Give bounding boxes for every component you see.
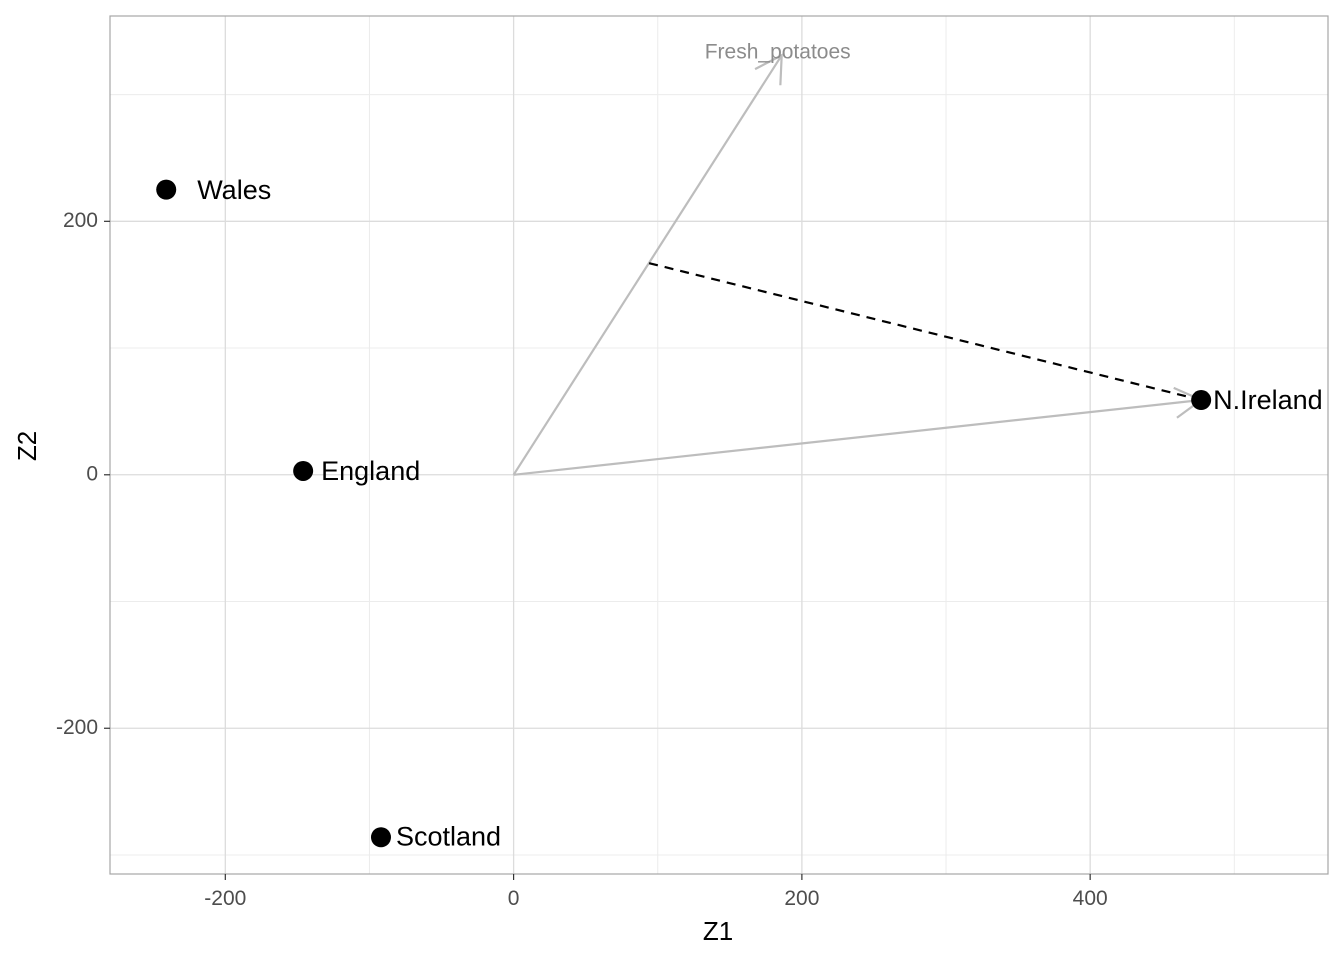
y-tick-label: -200 [56, 716, 98, 739]
point-wales [156, 179, 177, 200]
vector-line [513, 398, 1202, 476]
point-label: Scotland [396, 821, 501, 851]
vector-line [512, 54, 783, 476]
y-tick-label: 200 [63, 209, 98, 232]
x-tick-label: -200 [204, 887, 246, 910]
x-tick-label: 200 [784, 887, 819, 910]
vector-label: Fresh_potatoes [705, 40, 851, 63]
y-axis-title: Z2 [12, 431, 42, 461]
projection-line [648, 262, 1202, 402]
x-axis-ticks: -200 0 200 400 [204, 874, 1108, 910]
point-label: Wales [197, 175, 271, 205]
projection-dashed-line [648, 262, 1202, 402]
vector-arrowhead [754, 53, 783, 86]
y-tick-label: 0 [86, 462, 98, 485]
major-gridlines [110, 16, 1328, 874]
minor-gridlines [110, 16, 1328, 874]
data-points: Wales England Scotland N.Ireland [156, 175, 1323, 851]
point-label: England [321, 456, 420, 486]
point-label: N.Ireland [1213, 385, 1323, 415]
x-tick-label: 400 [1073, 887, 1108, 910]
point-scotland [370, 827, 391, 848]
x-axis-title: Z1 [703, 916, 733, 946]
y-axis-ticks: -200 0 200 [56, 209, 110, 739]
loading-vectors: Fresh_potatoes [512, 40, 1204, 476]
panel-border [109, 15, 1329, 875]
point-nireland [1191, 390, 1212, 411]
x-tick-label: 0 [508, 887, 520, 910]
point-england [293, 460, 314, 481]
